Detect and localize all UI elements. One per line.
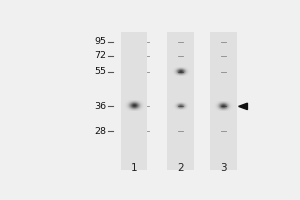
Text: 72: 72 bbox=[94, 51, 106, 60]
Text: 55: 55 bbox=[94, 67, 106, 76]
Bar bbox=[167, 32, 194, 170]
Polygon shape bbox=[238, 103, 247, 110]
Text: 3: 3 bbox=[220, 163, 227, 173]
Bar bbox=[210, 32, 237, 170]
Text: 36: 36 bbox=[94, 102, 106, 111]
Text: 2: 2 bbox=[177, 163, 184, 173]
Bar bbox=[121, 32, 147, 170]
Text: 1: 1 bbox=[131, 163, 137, 173]
Text: 28: 28 bbox=[94, 127, 106, 136]
Text: 95: 95 bbox=[94, 37, 106, 46]
